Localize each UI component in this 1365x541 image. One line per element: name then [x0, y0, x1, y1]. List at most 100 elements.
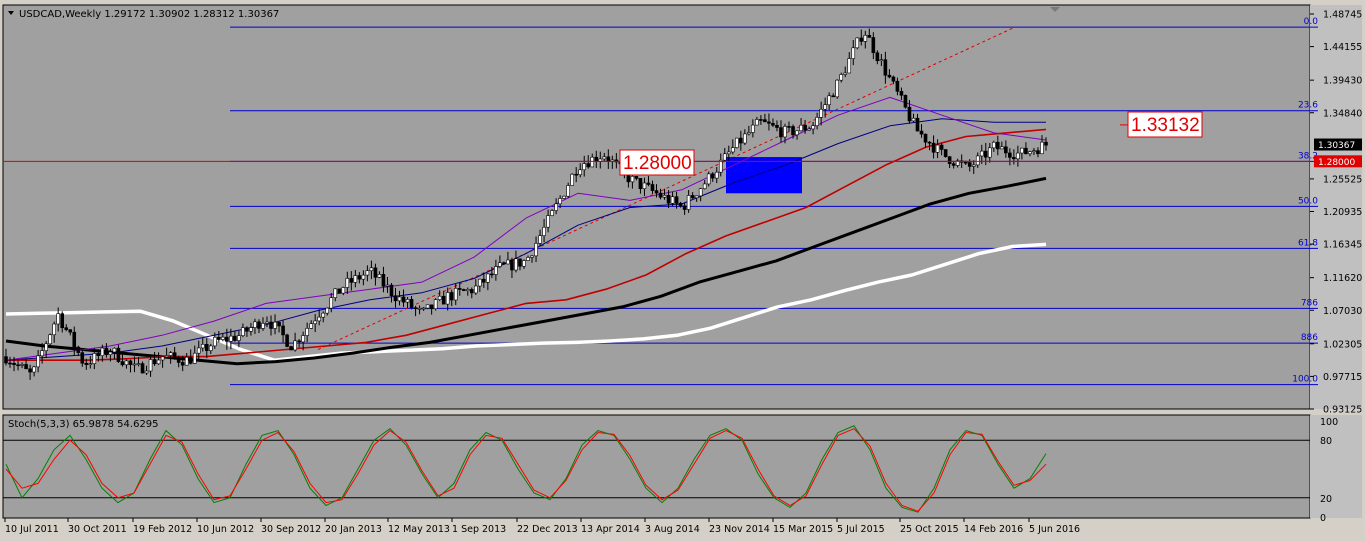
candle-body: [678, 202, 683, 207]
candle-body: [357, 275, 362, 280]
candle-body: [140, 363, 145, 374]
candle-body: [702, 183, 707, 189]
candle-body: [867, 34, 872, 38]
candle-body: [935, 144, 940, 153]
collapse-arrow-icon[interactable]: [8, 11, 14, 15]
candle-body: [32, 366, 36, 373]
candle-body: [1012, 157, 1016, 160]
candle-body: [457, 288, 462, 290]
candle-body: [373, 267, 378, 278]
last-price-tag: 1.30367: [1318, 141, 1355, 151]
candle-body: [490, 273, 494, 276]
candle-body: [265, 321, 269, 324]
candle-body: [895, 80, 900, 92]
candle-body: [979, 150, 984, 157]
y-tick-label: 1.25525: [1323, 174, 1362, 185]
candle-body: [353, 275, 358, 283]
x-tick-label: 5 Jul 2015: [837, 524, 885, 535]
candle-body: [586, 163, 591, 168]
candle-body: [566, 185, 570, 197]
candle-body: [574, 173, 578, 176]
candle-body: [638, 178, 643, 189]
candle-body: [441, 295, 446, 305]
candle-body: [843, 72, 848, 75]
candle-body: [847, 58, 852, 74]
candle-body: [518, 258, 522, 267]
candle-body: [662, 195, 667, 198]
candle-body: [891, 76, 896, 82]
candle-body: [257, 321, 261, 329]
candle-body: [92, 353, 97, 364]
shift-marker-icon[interactable]: [1050, 7, 1060, 12]
candle-body: [803, 124, 807, 131]
candle-body: [253, 321, 257, 328]
candle-body: [538, 235, 542, 244]
last-price-tag-bg: [1314, 138, 1362, 151]
candle-body: [421, 307, 426, 310]
candle-body: [40, 350, 44, 357]
ma-line-ema50: [6, 128, 1047, 362]
candle-body: [875, 52, 880, 62]
candle-body: [208, 345, 213, 351]
candle-body: [116, 347, 121, 362]
candle-body: [120, 361, 125, 366]
candle-body: [233, 335, 237, 341]
candle-body: [674, 196, 679, 204]
candle-body: [413, 307, 418, 310]
candle-body: [108, 351, 113, 355]
candle-body: [28, 368, 32, 373]
candle-body: [506, 259, 510, 265]
candle-body: [293, 340, 297, 351]
candle-body: [369, 267, 374, 272]
candle-body: [1040, 141, 1044, 155]
candle-body: [469, 289, 474, 294]
x-tick-label: 19 Feb 2012: [133, 524, 192, 535]
candle-body: [409, 299, 414, 309]
y-tick-label: 1.16345: [1323, 240, 1362, 251]
candle-body: [590, 156, 595, 168]
candle-body: [204, 343, 209, 351]
x-tick-label: 12 May 2013: [388, 524, 450, 535]
candle-body: [947, 156, 952, 164]
candle-body: [578, 169, 583, 176]
candle-body: [963, 161, 968, 164]
candle-body: [136, 363, 141, 365]
candle-body: [634, 176, 639, 179]
candle-body: [650, 184, 655, 191]
stochastic-oscillator: 100 80 20 0: [3, 417, 1338, 524]
candle-body: [530, 255, 534, 258]
candle-body: [176, 357, 181, 363]
fib-label: 0.0: [1304, 17, 1319, 27]
candle-body: [807, 128, 811, 131]
candle-body: [325, 307, 330, 314]
candle-body: [983, 150, 988, 158]
candle-body: [883, 59, 888, 76]
candle-body: [200, 343, 205, 349]
candle-body: [654, 190, 659, 194]
candle-body: [558, 198, 562, 205]
stoch-pane[interactable]: [2, 414, 1311, 519]
candle-body: [449, 292, 454, 301]
candle-body: [498, 262, 502, 267]
candle-body: [393, 295, 398, 302]
candle-body: [433, 299, 438, 310]
candle-body: [606, 156, 611, 162]
candle-body: [722, 153, 727, 161]
trendline: [317, 26, 1016, 350]
candle-body: [907, 106, 912, 122]
candle-body: [602, 156, 607, 160]
candle-body: [168, 352, 173, 356]
candle-body: [887, 74, 892, 78]
candle-body: [313, 320, 317, 325]
candle-body: [759, 119, 763, 121]
candle-body: [229, 335, 233, 342]
x-tick-label: 30 Oct 2011: [68, 524, 127, 535]
candle-body: [112, 347, 117, 353]
candle-body: [341, 287, 346, 294]
candle-body: [401, 296, 406, 303]
candle-body: [767, 121, 771, 124]
fib-label: 886: [1301, 333, 1318, 343]
candle-body: [835, 79, 839, 98]
candle-body: [1024, 147, 1028, 155]
